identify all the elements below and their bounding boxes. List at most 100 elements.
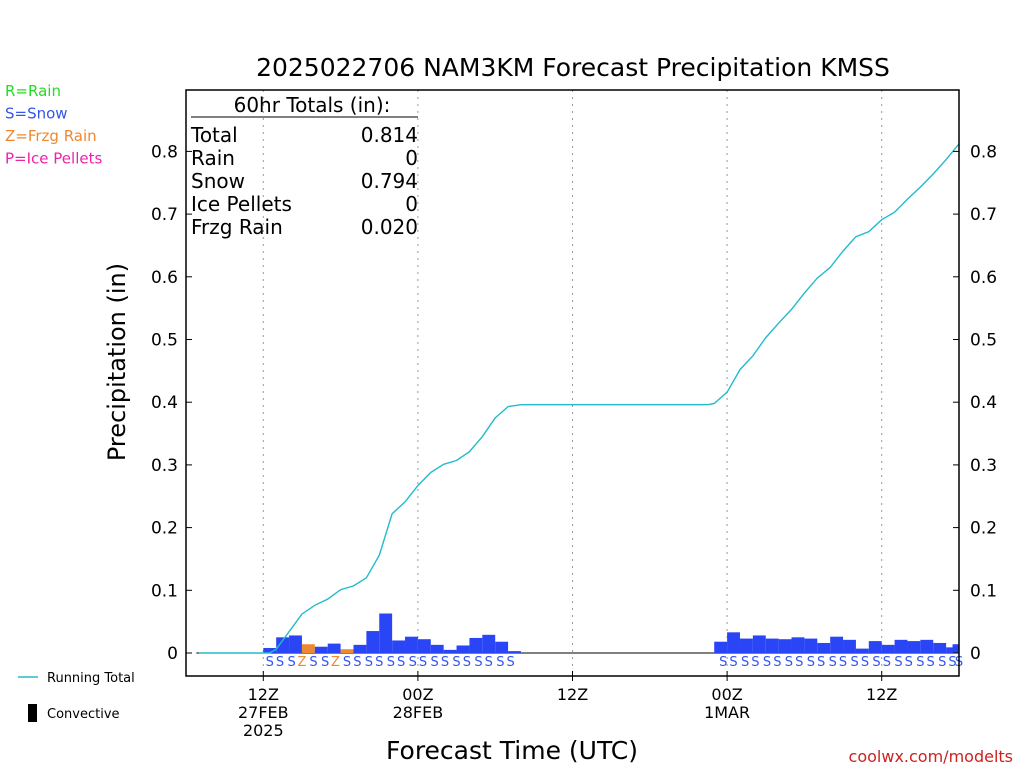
y-tick-label-left: 0.7: [151, 205, 178, 225]
x-tick-label: 00Z: [711, 685, 742, 704]
ptype-marker: S: [829, 655, 837, 670]
precip-bar: [894, 639, 908, 653]
running-total-series: [198, 143, 960, 654]
y-tick-label-right: 0.5: [970, 331, 997, 351]
totals-row-value: 0.814: [361, 123, 418, 147]
precip-bar: [456, 645, 470, 653]
ptype-marker: S: [397, 655, 405, 670]
ptype-marker: S: [431, 655, 439, 670]
ptype-marker: Z: [297, 655, 306, 670]
precip-bar: [379, 613, 393, 653]
y-tick-label-left: 0.5: [151, 331, 178, 351]
x-tick-label: 28FEB: [393, 703, 444, 722]
ptype-marker: S: [883, 655, 891, 670]
precip-bar: [855, 648, 869, 653]
x-tick-label: 27FEB: [238, 703, 289, 722]
y-tick-label-left: 0.3: [151, 456, 178, 476]
totals-row-label: Snow: [191, 169, 245, 193]
precip-bar: [353, 644, 367, 653]
ptype-marker: S: [452, 655, 460, 670]
totals-row-label: Rain: [191, 146, 235, 170]
ptype-marker: S: [807, 655, 815, 670]
ptype-legend-item: R=Rain: [5, 82, 61, 100]
y-tick-label-right: 0.6: [970, 268, 997, 288]
ptype-marker: S: [729, 655, 737, 670]
y-tick-label-right: 0.7: [970, 205, 997, 225]
ptype-marker: S: [353, 655, 361, 670]
site-credit: coolwx.com/modelts: [849, 747, 1013, 766]
ptype-marker: S: [839, 655, 847, 670]
ptype-marker: S: [795, 655, 803, 670]
ptype-legend-item: Z=Frzg Rain: [5, 127, 97, 145]
precip-bar: [752, 635, 766, 653]
precip-bar: [830, 636, 844, 653]
ptype-marker: S: [763, 655, 771, 670]
precip-bar: [804, 638, 818, 653]
precip-bar: [314, 646, 328, 653]
precip-bar: [907, 641, 921, 653]
x-tick-label: 1MAR: [704, 703, 750, 722]
totals-box: 60hr Totals (in): Total 0.814 Rain 0 Snow 0.7…: [190, 93, 418, 239]
totals-row-value: 0.020: [361, 215, 418, 239]
series-legend: Running Total Convective: [18, 671, 135, 722]
precip-bar: [469, 637, 483, 653]
x-tick-label: 12Z: [557, 685, 588, 704]
x-tick-label: 2025: [243, 721, 284, 740]
ptype-marker: S: [375, 655, 383, 670]
precip-bar: [301, 644, 315, 653]
precip-bar: [881, 644, 895, 653]
precip-bar: [817, 642, 831, 653]
y-tick-label-left: 0: [167, 644, 178, 664]
ptype-marker: S: [751, 655, 759, 670]
precip-bar: [739, 638, 753, 653]
ptype-marker: S: [474, 655, 482, 670]
ptype-marker: S: [741, 655, 749, 670]
y-tick-label-right: 0.8: [970, 142, 997, 162]
x-axis-label: Forecast Time (UTC): [386, 736, 638, 765]
y-axis-right: 0 0.1 0.2 0.3 0.4 0.5 0.6 0.7 0.8: [953, 142, 997, 664]
ptype-marker: S: [409, 655, 417, 670]
ptype-marker: S: [365, 655, 373, 670]
y-tick-label-right: 0.1: [970, 581, 997, 601]
precip-bar: [430, 644, 444, 653]
ptype-marker: S: [321, 655, 329, 670]
precip-bar: [868, 641, 882, 653]
ptype-marker: S: [387, 655, 395, 670]
y-tick-label-left: 0.6: [151, 268, 178, 288]
precip-bar: [482, 634, 496, 653]
precip-bar: [791, 637, 805, 653]
precip-bar: [405, 636, 418, 653]
ptype-marker: S: [485, 655, 493, 670]
y-tick-label-left: 0.2: [151, 519, 178, 539]
x-tick-label: 12Z: [248, 685, 279, 704]
precip-bar: [778, 639, 792, 653]
ptype-marker: S: [507, 655, 515, 670]
ptype-marker: S: [309, 655, 317, 670]
totals-row-label: Ice Pellets: [191, 192, 292, 216]
precip-bar: [276, 637, 290, 653]
y-axis-label: Precipitation (in): [103, 263, 131, 461]
convective-legend-label: Convective: [47, 707, 120, 722]
ptype-marker: S: [496, 655, 504, 670]
precip-bar: [327, 643, 341, 653]
ptype-marker: Z: [331, 655, 340, 670]
ptype-marker: S: [948, 655, 956, 670]
y-tick-label-right: 0: [970, 644, 981, 664]
ptype-marker: S: [276, 655, 284, 670]
precip-bar: [417, 639, 431, 653]
running-total-legend-label: Running Total: [47, 671, 135, 686]
precip-bar: [843, 639, 856, 653]
ptype-marker: S: [938, 655, 946, 670]
ptype-marker: S: [266, 655, 274, 670]
totals-row-value: 0: [405, 192, 418, 216]
totals-row-label: Total: [190, 123, 238, 147]
ptype-marker: S: [916, 655, 924, 670]
ptype-marker: S: [463, 655, 471, 670]
precip-bar: [727, 632, 740, 653]
ptype-marker: S: [872, 655, 880, 670]
ptype-legend-item: P=Ice Pellets: [5, 150, 102, 168]
